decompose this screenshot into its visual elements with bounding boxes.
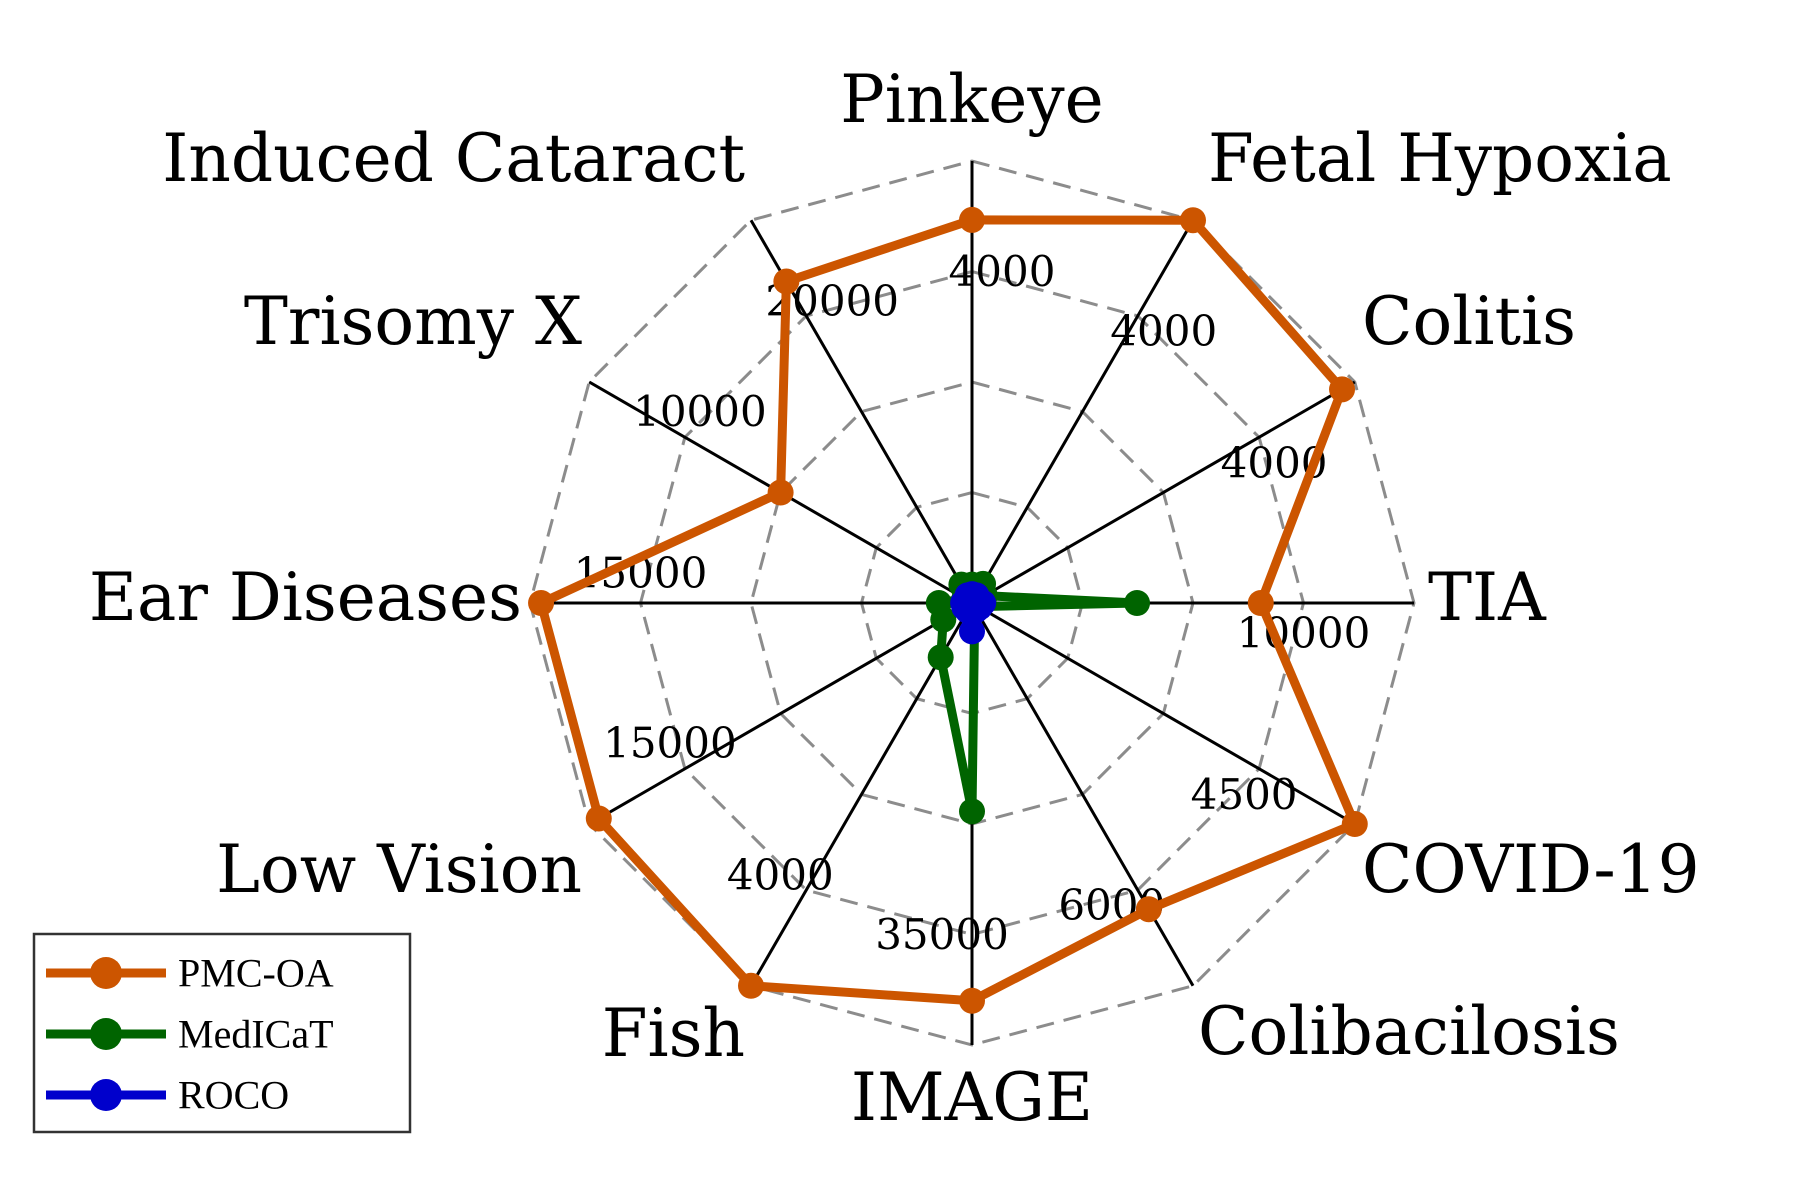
axis-spoke-9 <box>588 601 973 826</box>
category-label-fish: Fish <box>602 995 745 1072</box>
legend-marker <box>90 1079 122 1111</box>
category-label-colitis: Colitis <box>1362 283 1576 360</box>
data-point <box>528 590 555 616</box>
axis-tick-label: 10000 <box>1237 609 1371 658</box>
data-series <box>528 206 1368 1014</box>
data-point <box>738 972 764 999</box>
legend-item: PMC-OA <box>46 951 334 996</box>
data-point <box>1341 811 1368 837</box>
data-point <box>954 582 981 609</box>
data-point <box>925 590 952 616</box>
category-labels: Pinkeye Fetal Hypoxia Colitis TIA COVID-19 Co… <box>89 61 1700 1136</box>
axis-spoke-6 <box>970 602 1195 987</box>
category-label-tia: TIA <box>1428 559 1547 636</box>
data-point <box>959 798 985 825</box>
series-roco <box>950 581 997 645</box>
legend-marker <box>90 957 122 989</box>
axis-tick-label: 4500 <box>1191 770 1298 819</box>
data-point <box>1180 207 1206 234</box>
legend-label: PMC-OA <box>178 951 334 996</box>
data-point <box>1124 590 1151 616</box>
category-label-low-vision: Low Vision <box>216 831 582 908</box>
category-label-covid-19: COVID-19 <box>1362 831 1700 908</box>
legend-label: MedICaT <box>178 1012 334 1057</box>
category-label-colibacilosis: Colibacilosis <box>1198 993 1620 1070</box>
axis-tick-label: 35000 <box>875 910 1009 959</box>
data-point <box>1135 896 1162 923</box>
data-point <box>767 479 794 506</box>
legend-item: ROCO <box>46 1073 289 1118</box>
category-label-ear-diseases: Ear Diseases <box>89 559 522 636</box>
category-label-pinkeye: Pinkeye <box>840 61 1103 138</box>
category-label-induced-cataract: Induced Cataract <box>162 120 745 197</box>
axis-spoke-5 <box>971 601 1356 826</box>
data-point <box>1329 376 1356 403</box>
axis-tick-label: 4000 <box>727 851 834 900</box>
category-label-fetal-hypoxia: Fetal Hypoxia <box>1208 120 1672 197</box>
data-point <box>585 805 612 832</box>
legend-marker <box>90 1018 122 1050</box>
axis-tick-label: 4000 <box>1110 306 1217 355</box>
axis-spoke-3 <box>971 380 1356 605</box>
category-label-trisomy-x: Trisomy X <box>244 283 582 360</box>
data-point <box>959 987 985 1014</box>
legend: PMC-OA MedICaT ROCO <box>32 932 412 1134</box>
data-point <box>959 618 985 645</box>
data-point <box>927 644 954 671</box>
data-point <box>773 268 800 295</box>
category-label-image: IMAGE <box>851 1059 1093 1136</box>
axis-tick-label: 15000 <box>603 718 737 767</box>
axis-tick-labels: 4000400040001000045006000350004000150001… <box>574 247 1371 959</box>
axis-spoke-2 <box>970 219 1195 604</box>
axis-tick-label: 4000 <box>949 247 1056 296</box>
axis-tick-label: 10000 <box>633 387 767 436</box>
data-point <box>1247 590 1274 616</box>
legend-label: ROCO <box>178 1073 289 1118</box>
data-point <box>959 206 985 233</box>
legend-item: MedICaT <box>46 1012 334 1057</box>
series-pmc-oa <box>528 206 1368 1014</box>
